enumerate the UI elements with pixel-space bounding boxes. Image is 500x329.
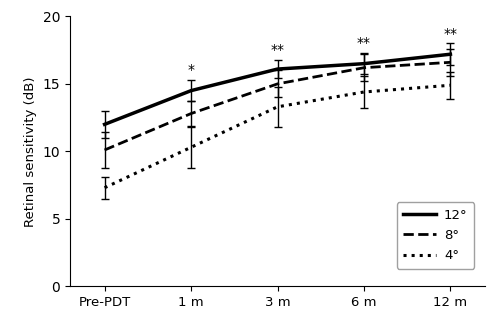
Legend: 12°, 8°, 4°: 12°, 8°, 4°: [396, 202, 474, 269]
Text: **: **: [444, 27, 458, 41]
Y-axis label: Retinal sensitivity (dB): Retinal sensitivity (dB): [24, 76, 37, 227]
Text: **: **: [357, 36, 371, 50]
Text: **: **: [270, 43, 284, 57]
Text: *: *: [188, 63, 194, 77]
